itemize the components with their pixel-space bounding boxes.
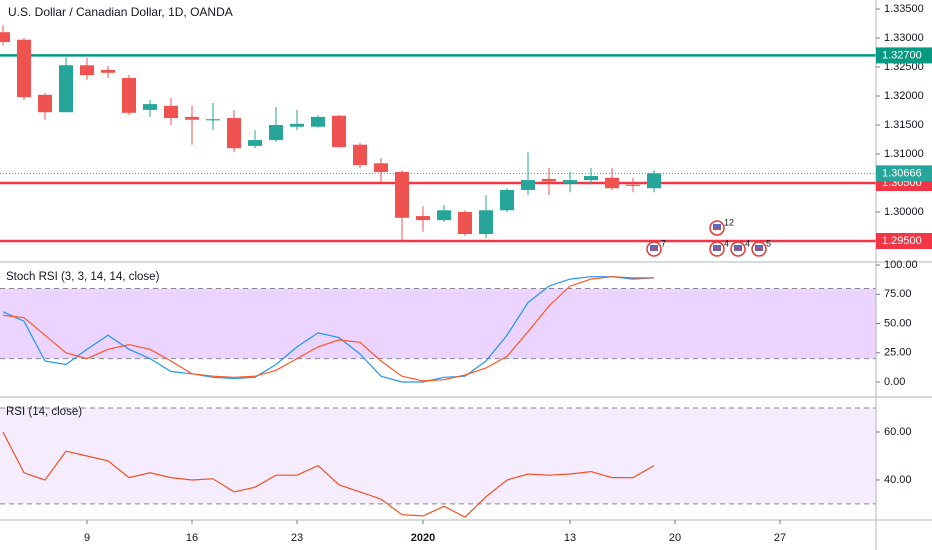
y-tick-label: 100.00: [884, 259, 918, 271]
x-tick-label: 16: [186, 532, 198, 544]
candle-body: [269, 124, 284, 141]
pane-title: Stoch RSI (3, 3, 14, 14, close): [6, 271, 160, 283]
event-count: 12: [724, 217, 734, 227]
candle-body: [143, 104, 158, 110]
candle-body: [59, 65, 74, 113]
candle-body: [458, 212, 473, 235]
candle-body: [248, 140, 263, 146]
candle-body: [80, 65, 95, 76]
y-tick-label: 25.00: [884, 347, 912, 359]
y-tick-label: 1.32500: [884, 61, 924, 73]
price-label-box: [876, 165, 932, 182]
candle-body: [17, 39, 32, 98]
y-tick-label: 60.00: [884, 426, 912, 438]
event-count: 5: [766, 238, 771, 248]
event-flag: [713, 224, 722, 230]
y-tick-label: 1.31500: [884, 119, 924, 131]
pane-title: RSI (14, close): [6, 406, 82, 418]
candle-body: [584, 176, 599, 181]
x-tick-label: 13: [564, 532, 576, 544]
y-tick-label: 1.32000: [884, 90, 924, 102]
x-tick-label: 2020: [411, 532, 435, 544]
candle-body: [206, 119, 221, 121]
candle-body: [38, 94, 53, 113]
event-flag: [713, 245, 722, 251]
price-label-box: [876, 233, 932, 250]
indicator-line: [2, 276, 654, 382]
x-tick-label: 27: [774, 532, 786, 544]
candle-body: [521, 180, 536, 190]
candle-body: [395, 171, 410, 218]
candle-body: [542, 178, 557, 182]
x-tick-label: 20: [669, 532, 681, 544]
candle-body: [647, 173, 662, 189]
price-label: 1.32700: [882, 49, 922, 61]
band: [0, 288, 876, 359]
candle-body: [353, 144, 368, 166]
event-count: 7: [661, 238, 666, 248]
y-tick-label: 75.00: [884, 288, 912, 300]
candle-body: [0, 32, 11, 43]
price-label: 1.30666: [882, 167, 922, 179]
indicator-line: [2, 276, 655, 383]
x-tick-label: 9: [84, 532, 90, 544]
y-tick-label: 40.00: [884, 474, 912, 486]
price-label-box: [876, 47, 932, 64]
event-flag: [650, 245, 659, 251]
price-label: 1.29500: [882, 235, 922, 247]
candle-body: [605, 177, 620, 189]
candle-body: [500, 189, 515, 211]
candle-body: [311, 116, 326, 127]
candle-body: [416, 216, 431, 221]
candle-body: [122, 78, 137, 113]
candle-body: [185, 116, 200, 120]
event-count: 4: [745, 238, 750, 248]
candle-body: [227, 118, 242, 149]
candle-body: [290, 123, 305, 127]
time-axis: [0, 520, 932, 550]
y-tick-label: 50.00: [884, 317, 912, 329]
candle-body: [332, 115, 347, 148]
candle-body: [479, 210, 494, 235]
event-flag: [755, 245, 764, 251]
event-flag: [734, 245, 743, 251]
price-axis: [876, 0, 932, 550]
pane-title: U.S. Dollar / Canadian Dollar, 1D, OANDA: [8, 5, 233, 19]
candle-body: [164, 105, 179, 119]
y-tick-label: 0.00: [884, 376, 905, 388]
candle-body: [626, 184, 641, 186]
band: [0, 408, 876, 504]
candle-body: [563, 180, 578, 183]
indicator-line: [2, 431, 655, 518]
candle-body: [437, 210, 452, 221]
y-tick-label: 1.30000: [884, 206, 924, 218]
y-tick-label: 1.31000: [884, 148, 924, 160]
y-tick-label: 1.33000: [884, 32, 924, 44]
event-count: 4: [724, 238, 729, 248]
candle-body: [374, 163, 389, 172]
x-tick-label: 23: [291, 532, 303, 544]
candle-body: [101, 69, 116, 73]
y-tick-label: 1.33500: [884, 3, 924, 15]
